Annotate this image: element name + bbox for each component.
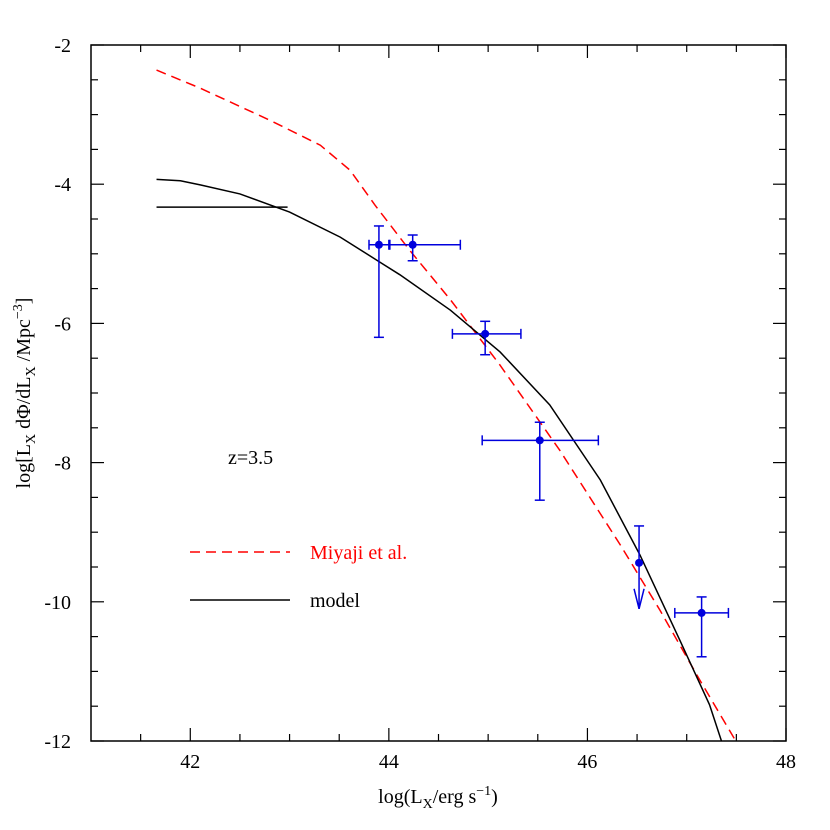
x-tick-label: 48 [776, 751, 796, 773]
y-tick-label: -2 [54, 35, 71, 57]
plot-frame [90, 44, 787, 742]
legend-label: Miyaji et al. [310, 542, 407, 564]
data-point [535, 436, 544, 445]
y-label-part: X [24, 434, 39, 444]
x-label-part: X [423, 797, 433, 812]
y-tick-label: -12 [44, 731, 71, 753]
upper-limit-arrow [633, 588, 645, 610]
y-tick-label: -8 [54, 453, 71, 475]
y-axis-label: log[LX dΦ/dLX /Mpc−3] [11, 298, 39, 489]
x-label-part: /erg s [433, 786, 477, 808]
y-label-part: /Mpc [13, 319, 35, 366]
y-tick-label: -4 [54, 174, 71, 196]
plot-area [156, 69, 737, 741]
x-label-part: ) [491, 786, 498, 808]
legend-label: model [310, 590, 360, 612]
series-line [156, 178, 723, 741]
x-label-part: −1 [476, 784, 491, 799]
y-tick-label: -10 [44, 592, 71, 614]
y-label-part: X [24, 366, 39, 376]
x-label-part: log(L [378, 786, 422, 808]
data-point [374, 240, 383, 249]
y-label-part: log[L [13, 444, 35, 488]
series-line [156, 69, 737, 741]
x-tick-label: 44 [379, 751, 399, 773]
x-axis-label: log(LX/erg s−1) [378, 784, 498, 812]
y-tick-label: -6 [54, 313, 71, 335]
data-point [697, 608, 706, 617]
data-point [635, 558, 644, 567]
y-label-part: ] [13, 298, 35, 305]
y-label-part: −3 [11, 304, 26, 319]
y-label-part: dΦ/dL [13, 376, 35, 433]
data-point [481, 329, 490, 338]
x-tick-label: 46 [577, 751, 597, 773]
x-tick-label: 42 [180, 751, 200, 773]
data-point [408, 240, 417, 249]
annotation: z=3.5 [228, 447, 273, 469]
